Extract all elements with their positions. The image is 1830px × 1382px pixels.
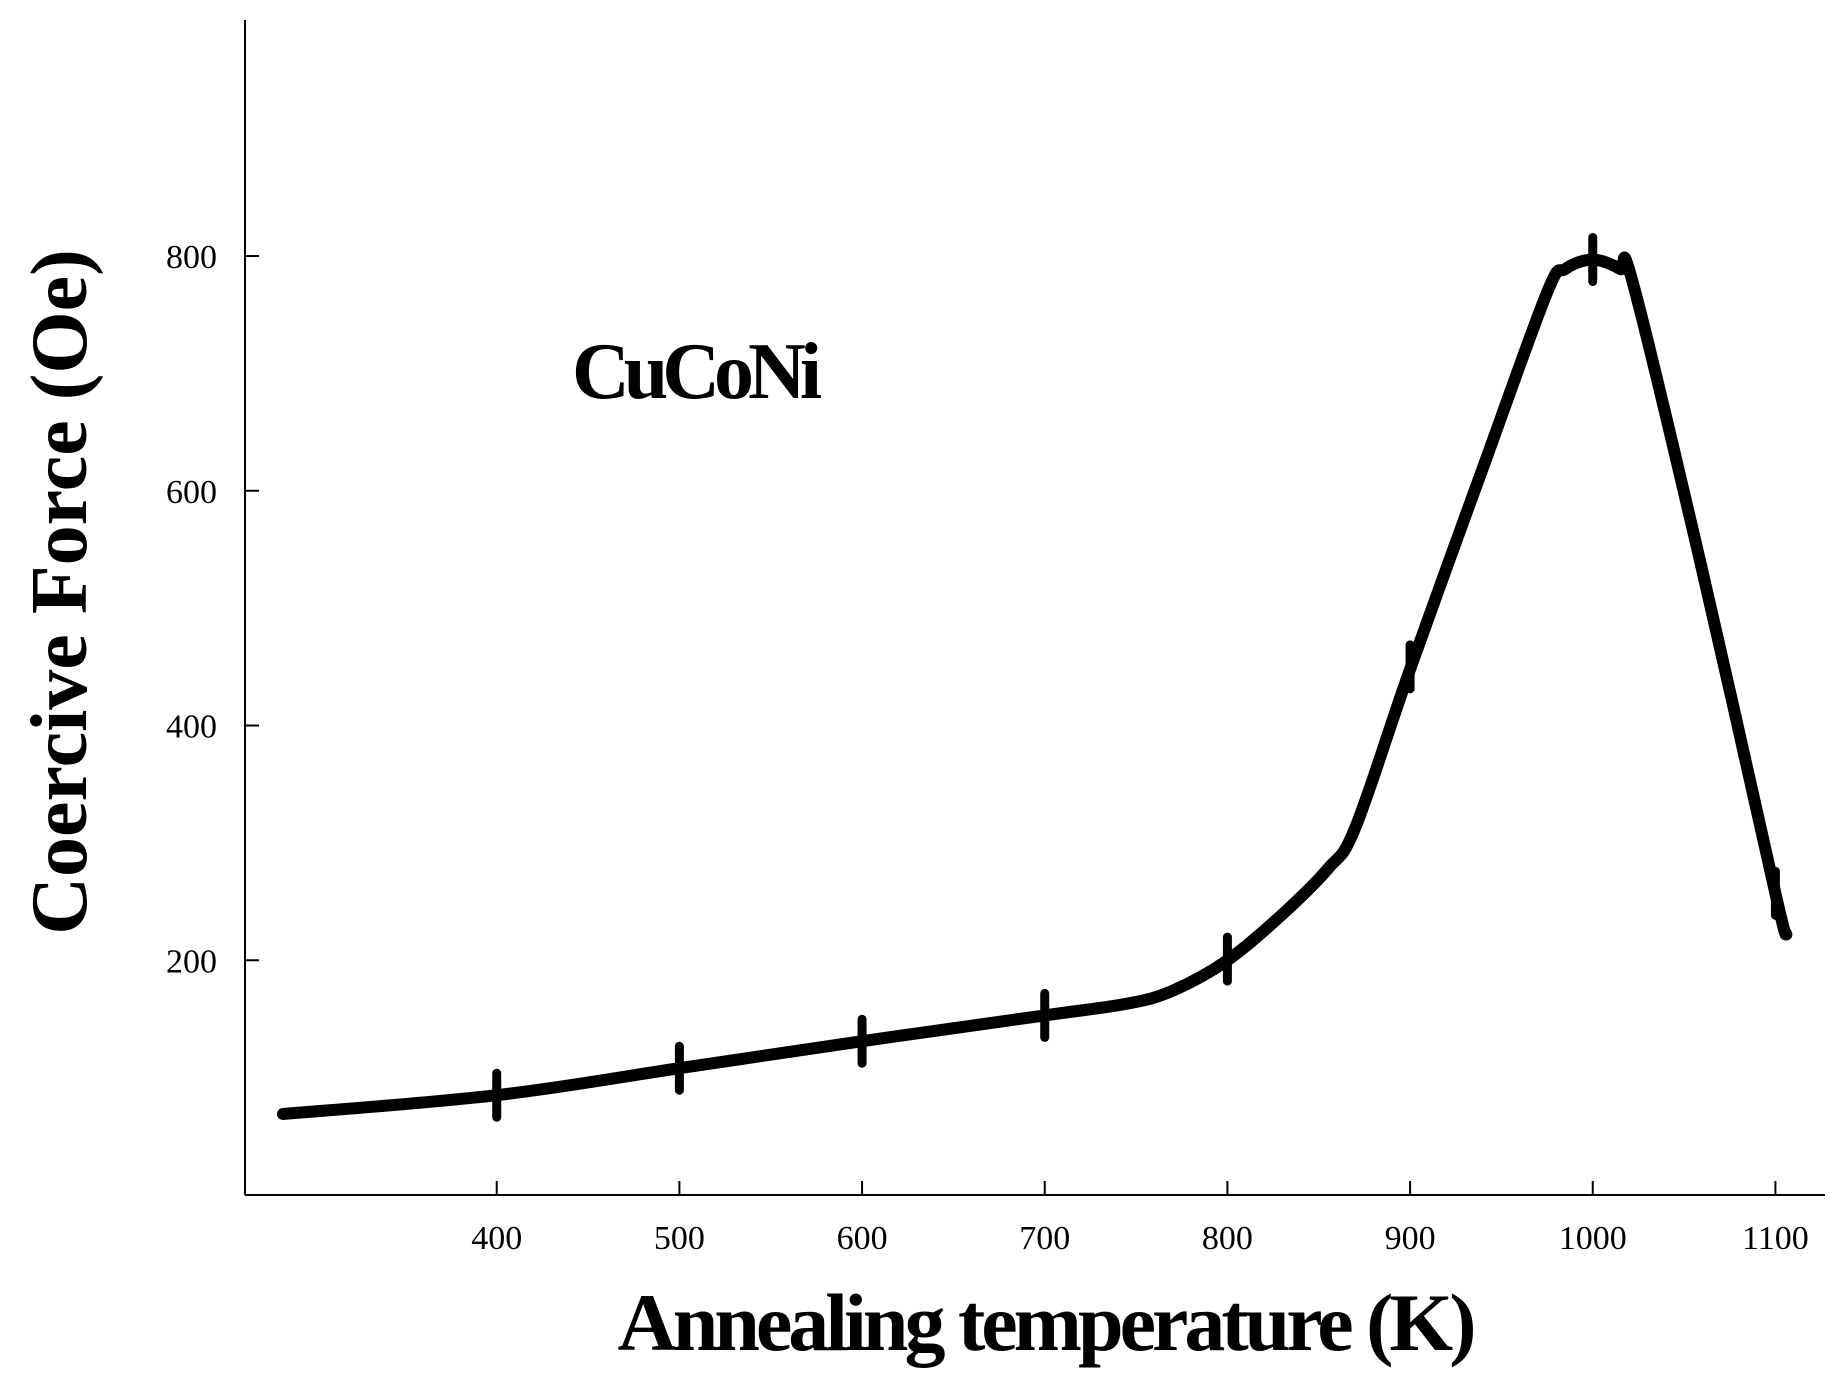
y-tick-label: 400 — [166, 709, 217, 746]
series-annotation-label: CuCoNi — [572, 328, 822, 416]
x-axis-title: Annealing temperature (K) — [617, 1277, 1473, 1368]
x-tick-label: 600 — [837, 1220, 888, 1257]
y-tick-label: 200 — [166, 943, 217, 980]
x-tick-label: 400 — [471, 1220, 522, 1257]
x-tick-label: 900 — [1385, 1220, 1436, 1257]
y-axis-ticks: 200 400 600 800 — [166, 239, 259, 980]
data-markers — [492, 233, 1780, 1122]
x-tick-label: 700 — [1019, 1220, 1070, 1257]
x-tick-label: 1000 — [1559, 1220, 1627, 1257]
y-tick-label: 800 — [166, 239, 217, 276]
y-tick-label: 600 — [166, 474, 217, 511]
x-tick-label: 1100 — [1742, 1220, 1809, 1257]
y-axis-title: Coercive Force (Oe) — [16, 249, 104, 935]
data-series-line — [277, 251, 1793, 1120]
x-tick-label: 800 — [1202, 1220, 1253, 1257]
x-axis-ticks: 400 500 600 700 800 900 1000 1100 — [471, 1181, 1809, 1257]
x-tick-label: 500 — [654, 1220, 705, 1257]
